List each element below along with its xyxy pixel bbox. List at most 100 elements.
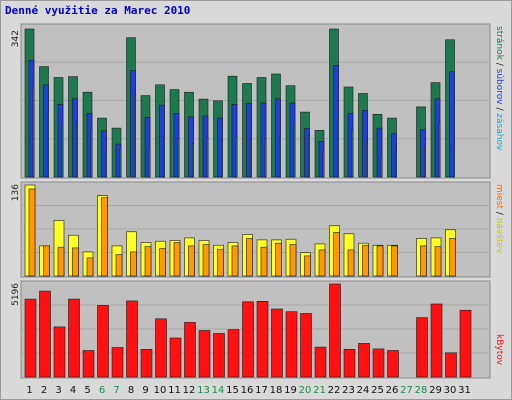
- bar-mid-miest-day-29: [434, 246, 442, 277]
- bar-top-zásahov-day-25: [380, 154, 383, 178]
- bar-bot-kBytov-day-5: [82, 350, 95, 378]
- day-label-23: 23: [342, 385, 355, 396]
- bar-top-zásahov-day-8: [134, 94, 136, 178]
- bar-mid-miest-day-12: [188, 245, 195, 277]
- day-label-3: 3: [55, 385, 61, 396]
- bar-top-zásahov-day-11: [177, 138, 180, 178]
- bar-mid-miest-day-25: [376, 245, 384, 277]
- legend-part: miest: [494, 184, 504, 209]
- bar-mid-miest-day-10: [159, 248, 166, 277]
- bar-bot-kBytov-day-7: [111, 347, 124, 378]
- bar-bot-kBytov-day-3: [53, 326, 66, 378]
- day-label-25: 25: [371, 385, 384, 396]
- middle-legend: miest / návštev: [494, 184, 505, 254]
- bar-bot-kBytov-day-24: [358, 343, 370, 378]
- day-label-15: 15: [226, 385, 239, 396]
- day-label-5: 5: [84, 385, 90, 396]
- legend-part: /: [494, 209, 504, 218]
- legend-part: súborov: [494, 69, 504, 106]
- bar-mid-miest-day-24: [362, 244, 369, 277]
- bar-top-zásahov-day-24: [366, 142, 368, 178]
- day-label-2: 2: [41, 385, 47, 396]
- bar-top-zásahov-day-29: [438, 123, 441, 178]
- legend-part: stránok: [494, 26, 504, 61]
- bar-mid-miest-day-1: [28, 188, 36, 277]
- day-label-22: 22: [328, 385, 341, 396]
- day-label-29: 29: [429, 385, 442, 396]
- bar-bot-kBytov-day-1: [24, 298, 37, 378]
- legend-part: /: [494, 60, 504, 69]
- day-label-1: 1: [26, 385, 32, 396]
- day-label-14: 14: [212, 385, 225, 396]
- top-legend: stránok / súborov / zásahov: [494, 26, 504, 151]
- bar-top-zásahov-day-9: [148, 146, 151, 178]
- bar-bot-kBytov-day-20: [300, 313, 312, 378]
- bar-mid-miest-day-19: [289, 244, 297, 277]
- bar-mid-miest-day-11: [173, 242, 181, 277]
- day-label-19: 19: [284, 385, 297, 396]
- day-label-11: 11: [168, 385, 181, 396]
- bar-top-zásahov-day-20: [308, 134, 310, 178]
- bar-bot-kBytov-day-18: [271, 308, 283, 378]
- bar-bot-kBytov-day-8: [126, 300, 138, 378]
- day-label-24: 24: [357, 385, 370, 396]
- bar-mid-miest-day-9: [144, 246, 152, 277]
- bar-bot-kBytov-day-19: [285, 311, 298, 378]
- legend-part: kBytov: [494, 334, 504, 366]
- bar-mid-miest-day-22: [333, 232, 340, 277]
- bar-top-zásahov-day-13: [206, 136, 209, 178]
- bar-top-zásahov-day-7: [119, 147, 122, 178]
- bar-mid-miest-day-16: [246, 238, 253, 277]
- bar-top-zásahov-day-28: [424, 146, 426, 178]
- bar-top-zásahov-day-2: [47, 114, 49, 178]
- bar-top-zásahov-day-10: [163, 136, 165, 178]
- bar-top-zásahov-day-23: [351, 129, 354, 178]
- day-label-4: 4: [70, 385, 76, 396]
- bar-bot-kBytov-day-21: [314, 346, 327, 378]
- bar-bot-kBytov-day-23: [343, 348, 356, 378]
- bar-mid-miest-day-17: [260, 246, 268, 277]
- bar-mid-miest-day-18: [275, 242, 282, 277]
- bar-top-zásahov-day-12: [192, 142, 194, 178]
- bar-top-zásahov-day-17: [264, 137, 267, 178]
- bottom-legend: kBytov: [494, 334, 504, 366]
- bar-marks: [24, 28, 472, 378]
- bar-bot-kBytov-day-29: [430, 303, 443, 378]
- day-label-21: 21: [313, 385, 326, 396]
- day-label-17: 17: [255, 385, 268, 396]
- legend-part: návštev: [494, 218, 505, 254]
- day-label-28: 28: [415, 385, 428, 396]
- day-label-27: 27: [400, 385, 413, 396]
- bar-top-zásahov-day-3: [61, 125, 64, 178]
- day-label-10: 10: [154, 385, 167, 396]
- bar-top-zásahov-day-1: [32, 85, 35, 178]
- bar-bot-kBytov-day-17: [256, 300, 269, 378]
- day-label-26: 26: [386, 385, 399, 396]
- bar-bot-kBytov-day-31: [459, 309, 472, 378]
- bar-top-zásahov-day-19: [293, 123, 296, 178]
- bar-mid-miest-day-5: [86, 257, 94, 277]
- chart-title: Denné využitie za Marec 2010: [5, 4, 191, 17]
- bar-top-zásahov-day-15: [235, 136, 238, 178]
- bar-mid-miest-day-6: [101, 197, 108, 277]
- bar-top-zásahov-day-18: [279, 136, 281, 178]
- bar-bot-kBytov-day-4: [68, 298, 80, 378]
- bar-top-zásahov-day-30: [453, 148, 455, 178]
- bar-mid-miest-day-7: [115, 254, 123, 277]
- bar-bot-kBytov-day-25: [372, 348, 385, 378]
- day-label-12: 12: [183, 385, 196, 396]
- bar-bot-kBytov-day-15: [227, 329, 240, 378]
- bar-bot-kBytov-day-6: [97, 305, 109, 378]
- bar-bot-kBytov-day-22: [329, 283, 341, 378]
- middle-max-label: 136: [11, 184, 21, 201]
- bar-bot-kBytov-day-13: [198, 330, 211, 378]
- bar-top-zásahov-day-21: [322, 151, 325, 178]
- bar-top-zásahov-day-26: [395, 150, 397, 178]
- bar-top-zásahov-day-5: [90, 129, 93, 178]
- bar-mid-miest-day-15: [231, 245, 239, 277]
- day-label-16: 16: [241, 385, 254, 396]
- bar-bot-kBytov-day-11: [169, 337, 182, 378]
- bar-top-súborov-day-25: [376, 127, 383, 178]
- bar-mid-miest-day-26: [391, 245, 398, 277]
